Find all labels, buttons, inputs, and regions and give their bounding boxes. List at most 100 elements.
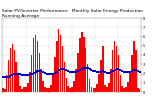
Point xyxy=(80,68,83,70)
Bar xyxy=(37,41,38,92)
Bar xyxy=(56,41,58,92)
Point xyxy=(32,72,35,73)
Point xyxy=(86,67,89,69)
Bar xyxy=(73,81,75,92)
Bar xyxy=(21,89,23,92)
Bar xyxy=(96,84,98,92)
Point xyxy=(104,71,106,72)
Point xyxy=(54,72,56,73)
Bar xyxy=(31,55,32,92)
Bar xyxy=(121,86,123,92)
Bar xyxy=(89,79,90,92)
Point xyxy=(84,67,87,69)
Bar xyxy=(4,89,5,92)
Point xyxy=(90,69,93,71)
Bar xyxy=(87,64,88,92)
Bar xyxy=(17,75,19,92)
Point xyxy=(133,69,135,71)
Point xyxy=(63,68,66,70)
Point xyxy=(67,70,70,72)
Point xyxy=(38,70,41,72)
Point xyxy=(7,76,10,78)
Bar xyxy=(85,48,86,92)
Point xyxy=(121,70,124,72)
Point xyxy=(138,71,141,72)
Bar xyxy=(15,62,17,92)
Bar xyxy=(66,78,67,92)
Bar xyxy=(10,48,11,92)
Point xyxy=(57,69,60,71)
Point xyxy=(108,72,110,73)
Point xyxy=(25,75,27,76)
Point xyxy=(94,70,97,72)
Bar xyxy=(118,55,119,92)
Point xyxy=(127,71,129,72)
Bar xyxy=(52,74,54,92)
Point xyxy=(82,67,85,69)
Bar xyxy=(68,86,69,92)
Bar xyxy=(62,46,63,92)
Bar xyxy=(127,82,129,92)
Bar xyxy=(129,72,131,92)
Point xyxy=(30,73,33,74)
Point xyxy=(117,68,120,70)
Point xyxy=(69,71,72,72)
Point xyxy=(113,69,116,71)
Bar xyxy=(79,38,81,92)
Bar xyxy=(40,69,42,92)
Point xyxy=(28,74,31,75)
Point xyxy=(23,75,25,76)
Bar xyxy=(104,85,106,92)
Point xyxy=(13,74,16,75)
Point xyxy=(46,73,48,74)
Bar xyxy=(58,29,60,92)
Point xyxy=(92,70,95,72)
Bar xyxy=(106,87,108,92)
Point xyxy=(88,68,91,70)
Bar xyxy=(91,87,92,92)
Bar xyxy=(92,88,94,92)
Point xyxy=(34,71,37,72)
Bar xyxy=(120,75,121,92)
Bar xyxy=(25,87,27,92)
Bar xyxy=(114,41,115,92)
Bar xyxy=(123,88,125,92)
Bar xyxy=(108,83,110,92)
Point xyxy=(15,73,18,74)
Bar xyxy=(69,88,71,92)
Point xyxy=(27,75,29,76)
Bar xyxy=(29,72,31,92)
Point xyxy=(21,75,23,76)
Bar xyxy=(77,53,79,92)
Point xyxy=(61,68,64,70)
Bar xyxy=(116,46,117,92)
Bar xyxy=(133,41,135,92)
Bar xyxy=(23,87,25,92)
Point xyxy=(98,71,100,72)
Point xyxy=(123,71,125,72)
Bar xyxy=(139,89,140,92)
Point xyxy=(17,73,20,74)
Point xyxy=(135,69,137,71)
Point xyxy=(5,76,8,78)
Bar xyxy=(46,88,48,92)
Bar xyxy=(83,36,84,92)
Point xyxy=(129,71,131,72)
Bar xyxy=(112,50,113,92)
Point xyxy=(106,72,108,73)
Point xyxy=(59,68,62,70)
Bar xyxy=(54,57,56,92)
Bar xyxy=(110,69,112,92)
Bar xyxy=(33,38,34,92)
Bar xyxy=(98,74,100,92)
Point xyxy=(131,70,133,72)
Bar xyxy=(125,87,127,92)
Bar xyxy=(12,44,13,92)
Point xyxy=(48,73,50,74)
Point xyxy=(65,69,68,71)
Bar xyxy=(6,75,7,92)
Point xyxy=(136,70,139,72)
Bar xyxy=(50,85,52,92)
Point xyxy=(77,70,79,72)
Point xyxy=(79,69,81,71)
